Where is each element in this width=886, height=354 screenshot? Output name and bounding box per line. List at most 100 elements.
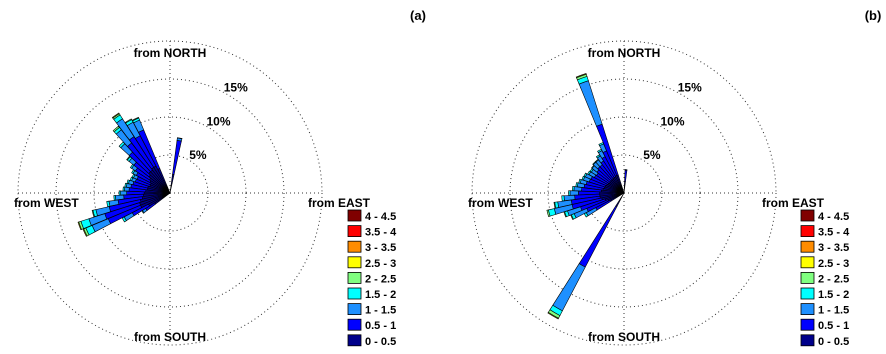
legend-swatch-3 bbox=[347, 287, 362, 300]
legend-label-4: 2 - 2.5 bbox=[365, 273, 396, 285]
grid-ring-4 bbox=[17, 40, 323, 346]
sector-300-bin-3 bbox=[131, 169, 136, 175]
sector-210-bin-2 bbox=[552, 263, 586, 312]
ring-label-5: 5% bbox=[643, 148, 661, 162]
sector-290-bin-3 bbox=[581, 175, 586, 181]
ring-label-5: 5% bbox=[189, 148, 207, 162]
sector-275-bin-3 bbox=[122, 186, 126, 192]
sector-275-bin-2 bbox=[124, 186, 130, 192]
sector-245-bin-5 bbox=[82, 228, 88, 237]
sector-340-bin-5 bbox=[575, 73, 587, 79]
direction-label-east: from EAST bbox=[762, 196, 825, 210]
sector-270-bin-3 bbox=[118, 190, 121, 196]
legend-label-8: 4 - 4.5 bbox=[818, 211, 849, 223]
sector-280-bin-3 bbox=[124, 182, 128, 188]
ring-label-10: 10% bbox=[207, 114, 231, 128]
sector-290-bin-3 bbox=[129, 176, 134, 182]
legend-label-5: 2.5 - 3 bbox=[818, 258, 849, 270]
sector-bars bbox=[546, 73, 628, 320]
sector-310-bin-4 bbox=[126, 155, 131, 161]
legend-swatch-4 bbox=[347, 271, 362, 284]
direction-label-south: from SOUTH bbox=[588, 330, 660, 344]
direction-label-north: from NORTH bbox=[134, 46, 207, 60]
sector-335-bin-3 bbox=[598, 142, 604, 147]
legend-swatch-8 bbox=[800, 209, 815, 222]
sector-235-bin-3 bbox=[141, 210, 145, 214]
legend-swatch-5 bbox=[800, 256, 815, 269]
sector-250-bin-5 bbox=[77, 221, 82, 231]
sector-270-bin-2 bbox=[120, 190, 128, 196]
legend-swatch-1 bbox=[347, 318, 362, 331]
legend-label-1: 0.5 - 1 bbox=[365, 320, 396, 332]
sector-5-bin-1 bbox=[624, 169, 628, 183]
sector-bars bbox=[77, 112, 183, 237]
sector-260-bin-4 bbox=[553, 201, 557, 209]
panel-label: (a) bbox=[410, 8, 426, 23]
legend-swatch-2 bbox=[800, 303, 815, 316]
sector-285-bin-3 bbox=[126, 179, 130, 185]
legend-label-6: 3 - 3.5 bbox=[818, 242, 849, 254]
legend-label-5: 2.5 - 3 bbox=[365, 258, 396, 270]
sector-275-bin-3 bbox=[572, 186, 575, 192]
legend-label-6: 3 - 3.5 bbox=[365, 242, 396, 254]
sector-265-bin-3 bbox=[561, 195, 565, 202]
sector-320-bin-4 bbox=[112, 125, 120, 133]
grid-ring-4 bbox=[471, 40, 777, 346]
legend-label-0: 0 - 0.5 bbox=[818, 336, 849, 348]
legend-label-0: 0 - 0.5 bbox=[365, 336, 396, 348]
sector-270-bin-2 bbox=[569, 190, 579, 196]
sector-330-bin-3 bbox=[597, 148, 603, 153]
grid-ring-3 bbox=[55, 78, 285, 308]
legend-swatch-4 bbox=[800, 271, 815, 284]
sector-295-bin-3 bbox=[583, 172, 588, 178]
sector-325-bin-5 bbox=[111, 112, 120, 119]
sector-10-bin-0 bbox=[169, 173, 175, 194]
legend-swatch-7 bbox=[347, 225, 362, 238]
legend-swatch-2 bbox=[347, 303, 362, 316]
legend-label-2: 1 - 1.5 bbox=[365, 305, 396, 317]
legend-swatch-1 bbox=[800, 318, 815, 331]
sector-305-bin-3 bbox=[129, 163, 135, 169]
sector-240-bin-3 bbox=[121, 216, 127, 223]
ring-label-10: 10% bbox=[661, 114, 685, 128]
legend-label-2: 1 - 1.5 bbox=[818, 305, 849, 317]
legend-label-7: 3.5 - 4 bbox=[818, 227, 850, 239]
grid-ring-3 bbox=[509, 78, 739, 308]
sector-315-bin-3 bbox=[118, 141, 126, 149]
grid-ring-1 bbox=[131, 154, 209, 232]
sector-310-bin-3 bbox=[591, 164, 595, 169]
sector-340-bin-2 bbox=[578, 80, 603, 127]
sector-315-bin-3 bbox=[592, 161, 597, 166]
sector-300-bin-3 bbox=[587, 170, 592, 176]
ring-label-15: 15% bbox=[224, 80, 248, 94]
legend-swatch-8 bbox=[347, 209, 362, 222]
legend-label-1: 0.5 - 1 bbox=[818, 320, 849, 332]
sector-270-bin-3 bbox=[568, 190, 571, 196]
sector-305-bin-3 bbox=[589, 168, 594, 173]
ring-label-15: 15% bbox=[678, 80, 702, 94]
legend-label-3: 1.5 - 2 bbox=[365, 289, 396, 301]
direction-label-south: from SOUTH bbox=[134, 330, 206, 344]
direction-label-east: from EAST bbox=[308, 196, 371, 210]
sector-255-bin-4 bbox=[546, 209, 551, 218]
legend-label-4: 2 - 2.5 bbox=[818, 273, 849, 285]
legend-swatch-0 bbox=[347, 334, 362, 347]
sector-285-bin-3 bbox=[578, 178, 582, 184]
direction-label-west: from WEST bbox=[14, 196, 79, 210]
legend-swatch-5 bbox=[347, 256, 362, 269]
grid-ring-1 bbox=[585, 154, 663, 232]
legend-label-8: 4 - 4.5 bbox=[365, 211, 396, 223]
legend-label-7: 3.5 - 4 bbox=[365, 227, 397, 239]
sector-255-bin-4 bbox=[91, 209, 95, 218]
sector-5-bin-0 bbox=[623, 181, 626, 194]
sector-335-bin-4 bbox=[131, 116, 140, 122]
legend-swatch-0 bbox=[800, 334, 815, 347]
sector-250-bin-4 bbox=[563, 211, 567, 218]
sector-295-bin-3 bbox=[131, 173, 136, 179]
sector-10-bin-3 bbox=[177, 137, 183, 140]
sector-280-bin-3 bbox=[575, 182, 579, 188]
sector-210-bin-5 bbox=[547, 311, 559, 320]
wind-rose-panel-1: 5% 10% 15% from NORTH from SOUTH from WEST fro… bbox=[14, 8, 426, 348]
sector-325-bin-3 bbox=[595, 154, 601, 159]
